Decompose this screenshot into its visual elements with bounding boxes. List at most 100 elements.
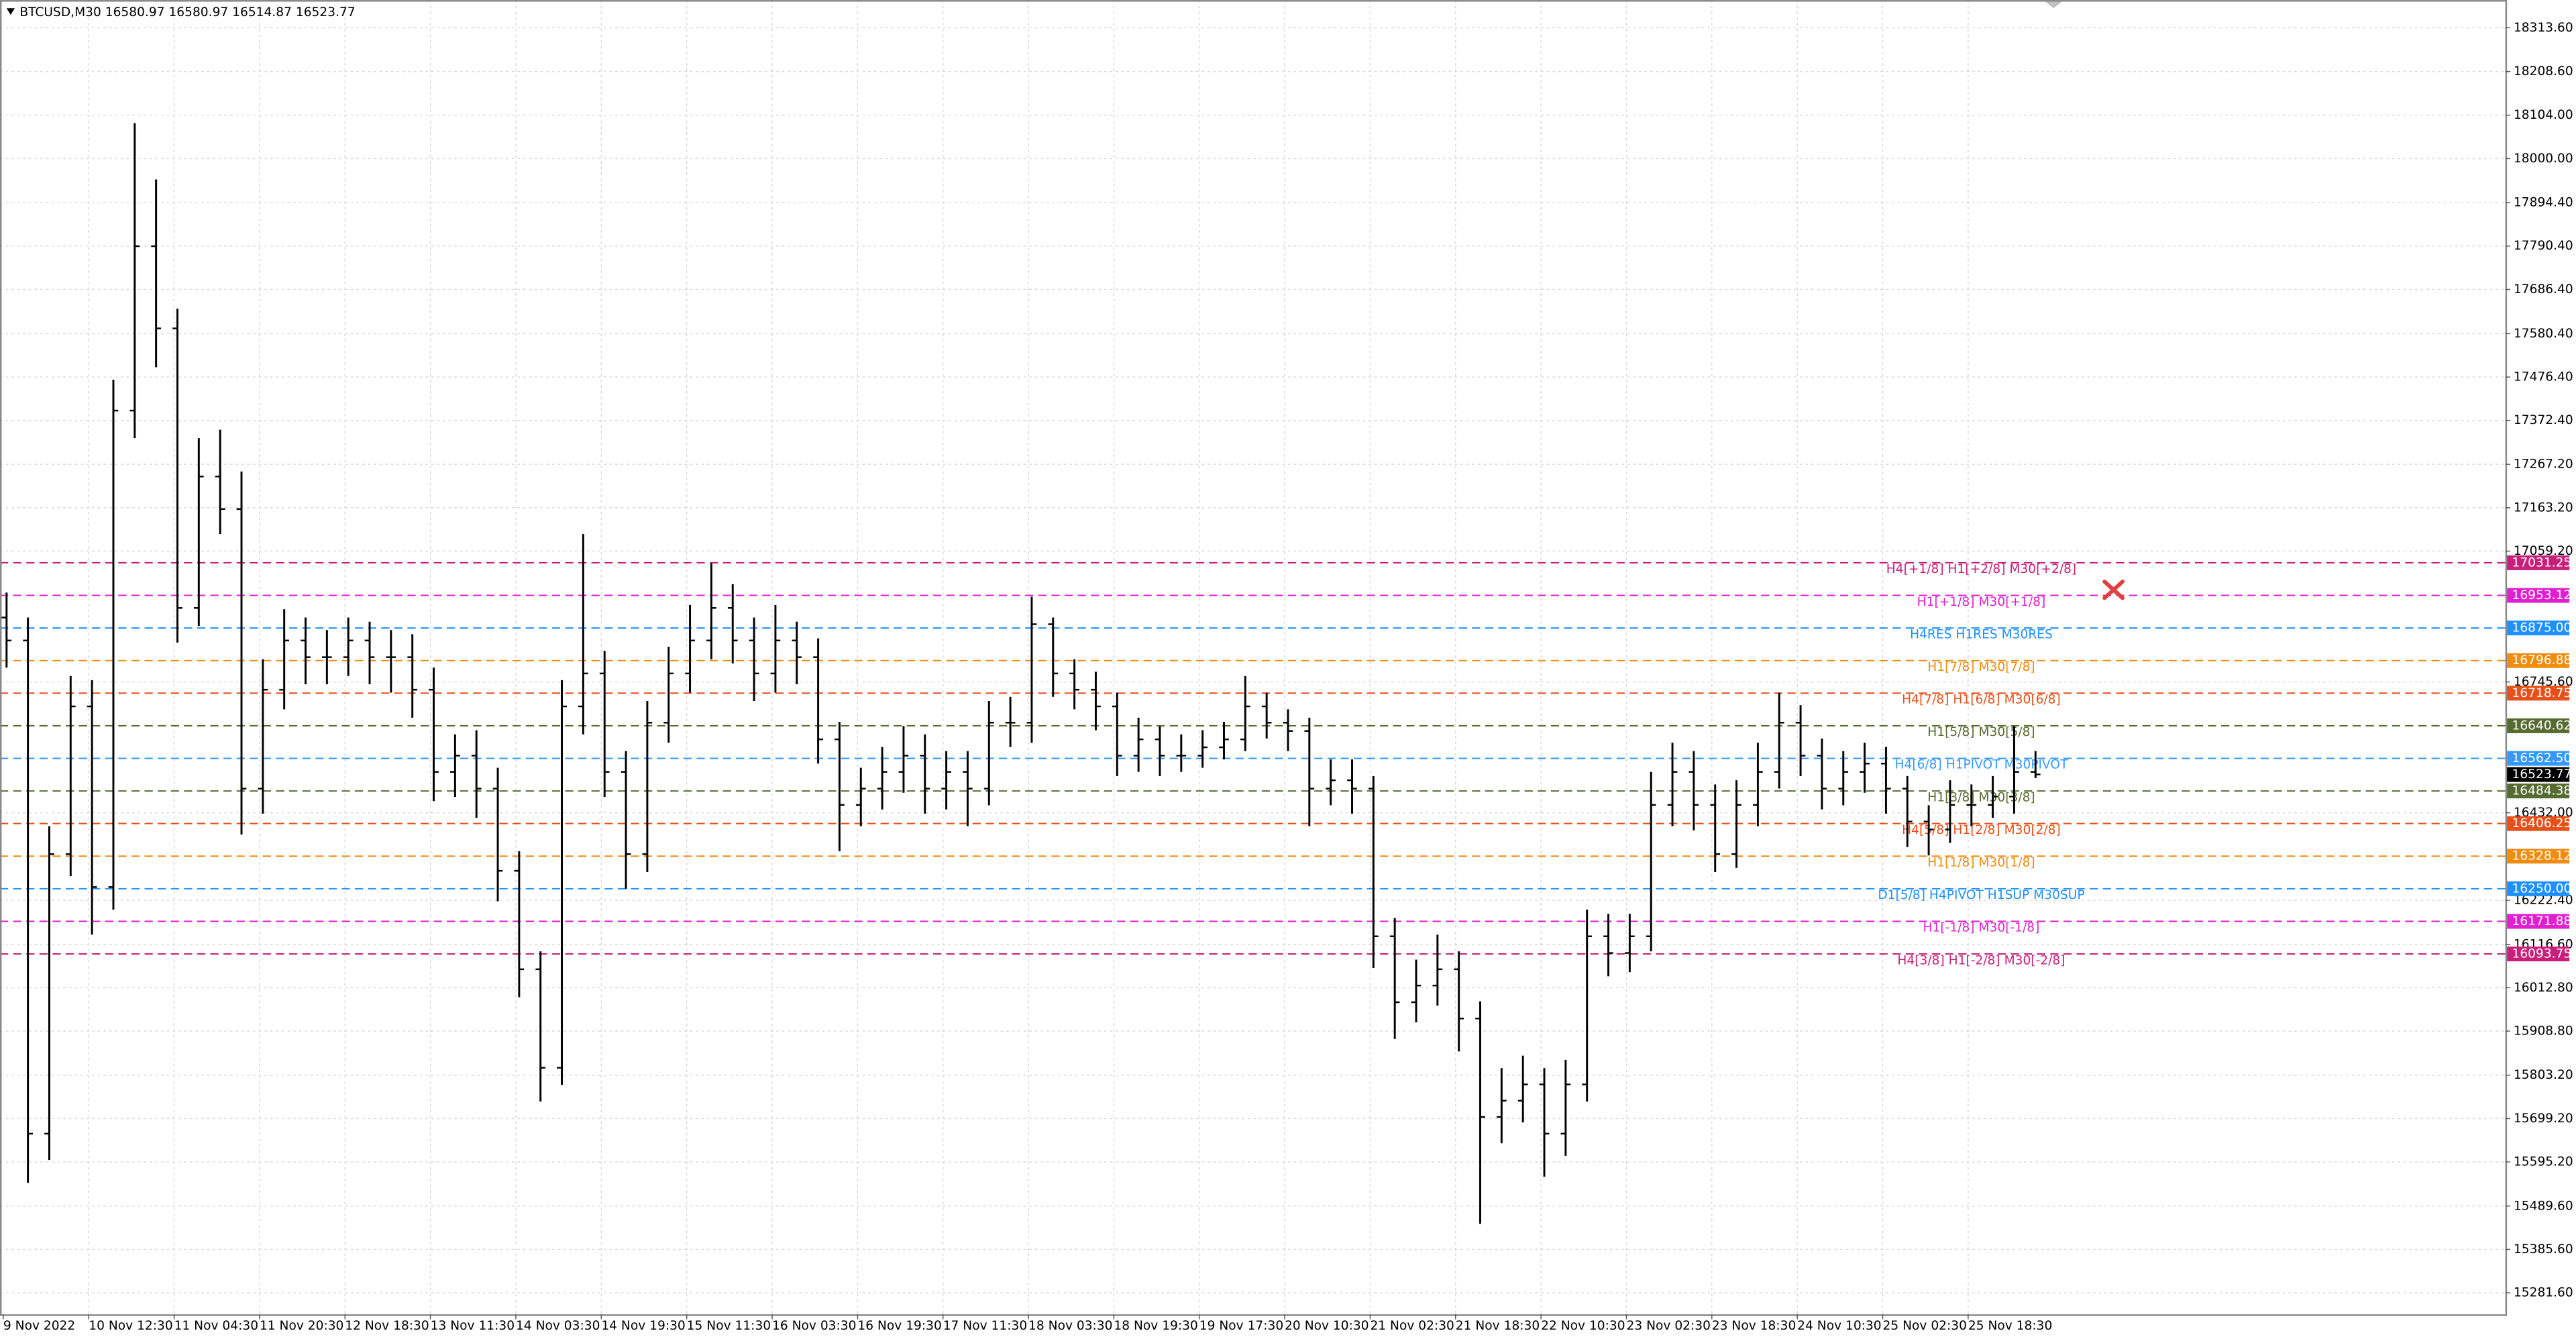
close-icon [2102,580,2125,600]
level-price-label: 17031.25 [2512,555,2571,570]
y-tick-label: 15908.80 [2514,1024,2573,1038]
y-tick-label: 17580.40 [2514,327,2573,341]
level-price-box [2507,849,2570,864]
level-price-label: 16250.00 [2512,881,2571,896]
y-tick-label: 18313.60 [2514,21,2573,35]
level-text: H4[6/8] H1PIVOT M30PIVOT [1894,758,2068,772]
level-price-box [2507,653,2570,668]
y-tick-label: 16745.60 [2514,675,2573,689]
y-tick-label: 15699.20 [2514,1112,2573,1126]
x-tick-label: 9 Nov 2022 [3,1319,75,1333]
level-text: H4[3/8] H1[-2/8] M30[-2/8] [1897,953,2065,967]
x-tick-label: 20 Nov 10:30 [1285,1319,1368,1333]
x-tick-label: 18 Nov 19:30 [1114,1319,1197,1333]
y-tick-label: 17372.40 [2514,413,2573,427]
level-price-label: 16718.75 [2512,686,2571,700]
x-tick-label: 14 Nov 19:30 [601,1319,685,1333]
x-tick-label: 10 Nov 12:30 [89,1319,172,1333]
y-tick-label: 17163.20 [2514,500,2573,515]
x-tick-label: 13 Nov 11:30 [431,1319,515,1333]
x-tick-label: 15 Nov 11:30 [687,1319,771,1333]
level-text: D1[5/8] H4PIVOT H1SUP M30SUP [1878,888,2084,902]
header-arrow [6,8,15,15]
y-tick-label: 17267.20 [2514,458,2573,472]
level-price-label: 16796.88 [2512,653,2571,667]
level-text: H4[7/8] H1[6/8] M30[6/8] [1902,693,2061,707]
x-tick-label: 25 Nov 02:30 [1883,1319,1967,1333]
y-tick-label: 15385.60 [2514,1242,2573,1256]
level-price-label: 16406.25 [2512,816,2571,831]
level-price-label: 16640.62 [2512,718,2571,733]
x-tick-label: 16 Nov 19:30 [857,1319,941,1333]
level-text: H1[5/8] M30[5/8] [1927,725,2035,739]
shift-marker [2045,1,2062,9]
last-price-label: 16523.77 [2512,767,2571,782]
x-tick-label: 14 Nov 03:30 [516,1319,600,1333]
y-tick-label: 18208.60 [2514,64,2573,78]
level-price-box [2507,881,2570,896]
level-text: H1[7/8] M30[7/8] [1927,660,2035,674]
y-tick-label: 15489.60 [2514,1199,2573,1213]
y-tick-label: 15595.20 [2514,1155,2573,1169]
level-text: H1[+1/8] M30[+1/8] [1917,595,2046,609]
level-text: H4[+1/8] H1[+2/8] M30[+2/8] [1886,562,2076,576]
level-price-label: 16484.38 [2512,784,2571,798]
y-tick-label: 17894.40 [2514,196,2573,210]
x-tick-label: 24 Nov 10:30 [1797,1319,1881,1333]
level-price-box [2507,621,2570,636]
level-price-label: 16328.12 [2512,849,2571,863]
x-tick-label: 21 Nov 02:30 [1370,1319,1454,1333]
x-tick-label: 11 Nov 04:30 [174,1319,258,1333]
level-price-label: 16171.88 [2512,914,2571,928]
y-tick-label: 18000.00 [2514,152,2573,166]
x-tick-label: 22 Nov 10:30 [1541,1319,1625,1333]
level-price-box [2507,751,2570,766]
level-text: H1[3/8] M30[3/8] [1927,790,2035,804]
level-price-label: 16953.12 [2512,588,2571,602]
y-tick-label: 16012.80 [2514,981,2573,995]
x-tick-label: 19 Nov 17:30 [1199,1319,1283,1333]
x-tick-label: 21 Nov 18:30 [1456,1319,1540,1333]
plot-frame [0,0,2508,1316]
level-price-box [2507,914,2570,929]
x-tick-label: 11 Nov 20:30 [260,1319,343,1333]
x-tick-label: 23 Nov 02:30 [1626,1319,1710,1333]
level-text: H4RES H1RES M30RES [1910,627,2053,641]
level-price-label: 16562.50 [2512,751,2571,765]
y-tick-label: 17790.40 [2514,239,2573,253]
level-price-box [2507,946,2570,962]
x-tick-label: 12 Nov 18:30 [345,1319,429,1333]
level-price-box [2507,686,2570,701]
level-price-box [2507,784,2570,799]
price-axis: 18313.60 18208.60 18104.00 18000.00 17894.40… [3,21,2573,1333]
level-price-label: 16875.00 [2512,621,2571,635]
y-tick-label: 17686.40 [2514,282,2573,297]
y-tick-label: 17476.40 [2514,370,2573,384]
y-tick-label: 18104.00 [2514,108,2573,122]
x-tick-label: 23 Nov 18:30 [1712,1319,1796,1333]
grid [0,0,2506,1315]
level-price-box [2507,555,2570,570]
level-price-box [2507,718,2570,733]
chart-header: BTCUSD,M30 16580.97 16580.97 16514.87 16… [19,5,355,19]
x-tick-label: 16 Nov 03:30 [772,1319,856,1333]
x-tick-label: 17 Nov 11:30 [943,1319,1027,1333]
levels: H4[+1/8] H1[+2/8] M30[+2/8] H1[+1/8] M30[… [0,561,2506,967]
last-price-box [2507,767,2570,782]
price-bars [1,123,2041,1224]
level-price-label: 16093.75 [2512,947,2571,961]
level-text: H1[-1/8] M30[-1/8] [1923,921,2040,935]
y-tick-label: 15281.60 [2514,1286,2573,1300]
level-text: H4[5/8] H1[2/8] M30[2/8] [1902,823,2061,837]
level-price-box [2507,588,2570,603]
x-tick-label: 18 Nov 03:30 [1028,1319,1112,1333]
level-text: H1[1/8] M30[1/8] [1927,856,2035,870]
level-price-box [2507,816,2570,831]
y-tick-label: 15803.20 [2514,1068,2573,1082]
x-tick-label: 25 Nov 18:30 [1968,1319,2052,1333]
y-tick-label: 16222.40 [2514,893,2573,907]
y-tick-label: 17059.20 [2514,544,2573,558]
